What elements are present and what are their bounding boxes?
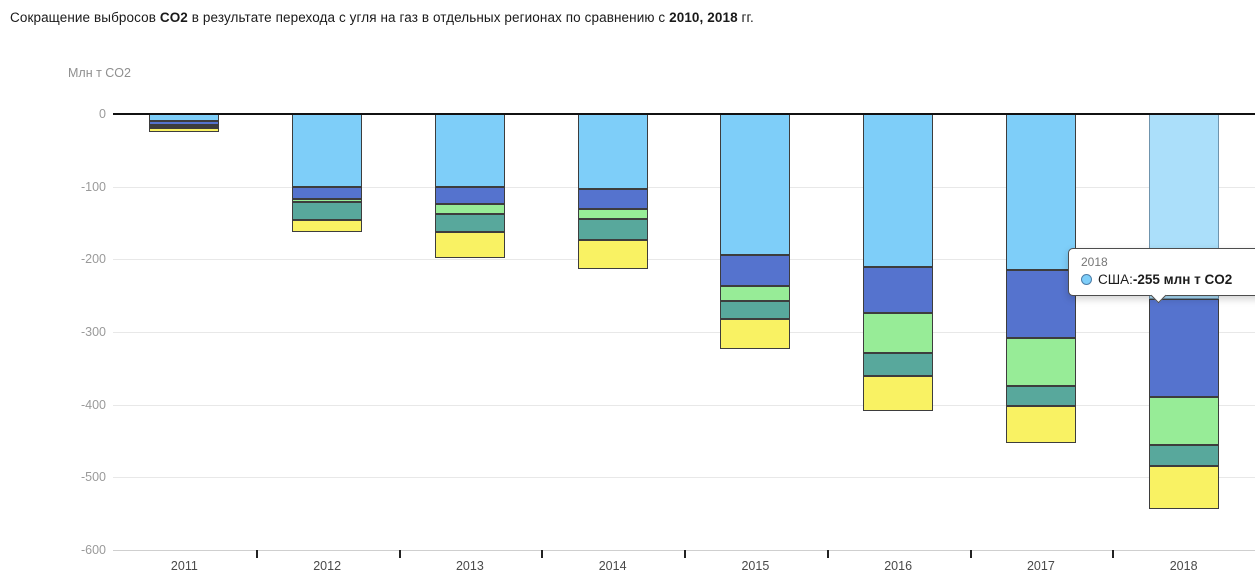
bar-segment-сша[interactable] <box>578 114 648 189</box>
y-tick-label: 0 <box>99 107 106 121</box>
x-axis-tick <box>684 550 686 558</box>
bar-segment[interactable] <box>578 209 648 220</box>
bar-segment[interactable] <box>435 204 505 214</box>
x-tick-label: 2015 <box>741 559 770 573</box>
bar-segment[interactable] <box>863 266 933 314</box>
bar-segment[interactable] <box>720 254 790 287</box>
bar-segment[interactable] <box>149 125 219 128</box>
y-gridline <box>113 477 1255 479</box>
y-tick-label: -100 <box>80 179 106 194</box>
bar-segment[interactable] <box>1006 269 1076 338</box>
bar-segment[interactable] <box>720 286 790 302</box>
x-tick-label: 2016 <box>884 559 913 573</box>
bar-segment[interactable] <box>292 199 362 202</box>
bar-segment[interactable] <box>578 239 648 270</box>
bar-segment[interactable] <box>1149 299 1219 397</box>
bar-segment-сша[interactable] <box>720 114 790 255</box>
x-axis-tick <box>541 550 544 558</box>
y-gridline <box>113 332 1255 333</box>
bar-segment[interactable] <box>1006 406 1076 444</box>
tooltip-series-label: США: <box>1098 272 1133 287</box>
tooltip-category: 2018 <box>1081 255 1108 269</box>
bar-segment[interactable] <box>435 213 505 232</box>
y-tick-label: -200 <box>80 252 106 267</box>
bar-segment[interactable] <box>720 318 790 350</box>
y-axis-unit-label: Млн т CO2 <box>68 66 131 80</box>
bar-segment[interactable] <box>1006 385 1076 407</box>
x-axis-tick <box>969 550 972 558</box>
bar-segment[interactable] <box>1149 466 1219 509</box>
bar-segment[interactable] <box>1149 445 1219 467</box>
bar-segment[interactable] <box>863 313 933 354</box>
tooltip: 2018 США: -255 млн т CO2 <box>1068 248 1255 304</box>
bar-segment[interactable] <box>863 375 933 412</box>
y-tick-label: -600 <box>80 543 106 557</box>
bar-segment[interactable] <box>578 188 648 210</box>
x-axis-tick <box>826 550 829 558</box>
bar-segment[interactable] <box>292 201 362 221</box>
x-tick-label: 2017 <box>1026 559 1055 573</box>
y-tick-label: -500 <box>80 470 106 485</box>
bar-segment[interactable] <box>578 219 648 240</box>
y-gridline <box>113 259 1255 261</box>
x-axis-tick <box>255 550 258 558</box>
bar-segment[interactable] <box>292 220 362 233</box>
bar-segment[interactable] <box>720 301 790 319</box>
y-tick-label: -400 <box>80 397 106 412</box>
bar-segment[interactable] <box>149 121 219 125</box>
bar-segment[interactable] <box>435 231 505 258</box>
x-axis-tick <box>398 550 401 558</box>
x-tick-label: 2013 <box>455 559 484 573</box>
x-tick-label: 2011 <box>170 559 198 573</box>
y-gridline <box>113 186 1255 188</box>
chart-title: Сокращение выбросов CO2 в результате пер… <box>10 10 754 25</box>
bar-segment-сша[interactable] <box>435 114 505 188</box>
bar-segment[interactable] <box>1149 396 1219 446</box>
series-marker-icon <box>1081 274 1092 285</box>
bar-segment-сша[interactable] <box>149 114 219 122</box>
tooltip-row: США: -255 млн т CO2 <box>1081 272 1255 287</box>
bar-segment[interactable] <box>435 187 505 205</box>
bar-segment-сша[interactable] <box>292 114 362 187</box>
y-tick-label: -300 <box>80 325 106 339</box>
x-tick-label: 2018 <box>1169 559 1198 573</box>
x-tick-label: 2012 <box>313 559 342 573</box>
zero-axis-line <box>113 113 1255 115</box>
bar-segment-сша[interactable] <box>1006 114 1076 270</box>
y-gridline <box>113 404 1255 406</box>
x-axis-tick <box>1112 550 1115 558</box>
x-tick-label: 2014 <box>598 559 627 573</box>
bar-segment-сша[interactable] <box>863 114 933 267</box>
bar-segment[interactable] <box>292 186 362 199</box>
tooltip-value: -255 млн т CO2 <box>1132 272 1233 287</box>
bar-segment[interactable] <box>149 127 219 133</box>
bar-segment[interactable] <box>863 353 933 376</box>
bar-segment[interactable] <box>1006 337 1076 386</box>
